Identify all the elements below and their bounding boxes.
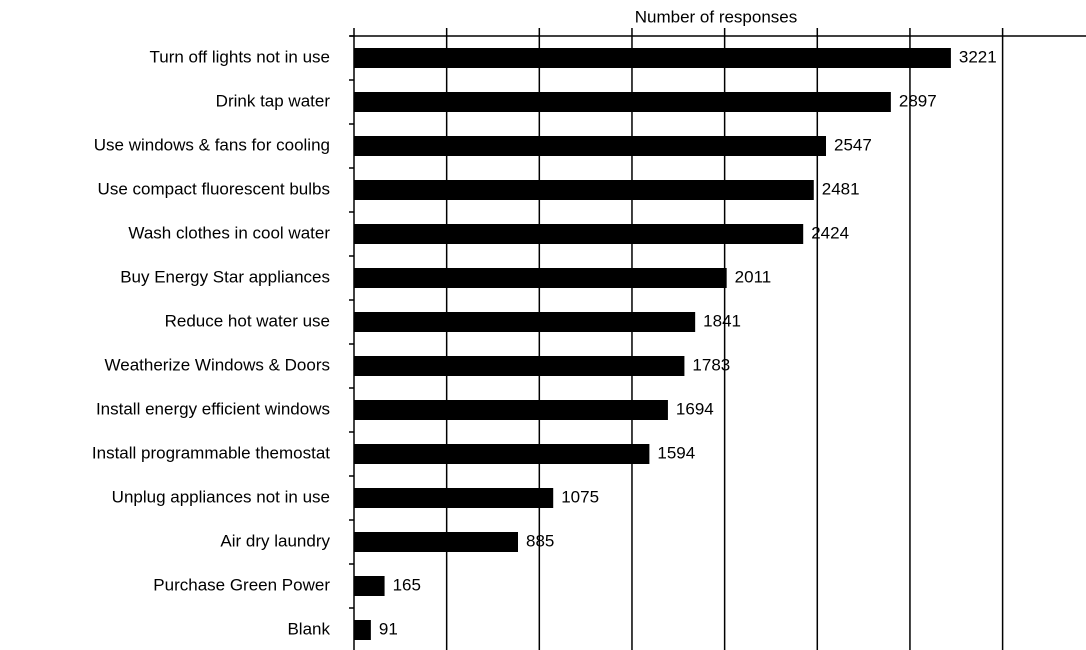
y-tick-label: Drink tap water — [216, 91, 331, 110]
value-label: 1594 — [657, 443, 695, 462]
y-tick-label: Buy Energy Star appliances — [120, 267, 330, 286]
y-tick-label: Install programmable themostat — [92, 443, 330, 462]
value-label: 1075 — [561, 487, 599, 506]
y-tick-label: Use windows & fans for cooling — [94, 135, 330, 154]
value-label: 2011 — [735, 267, 772, 286]
bar — [354, 576, 385, 596]
y-tick-label: Install energy efficient windows — [96, 399, 330, 418]
value-label: 2547 — [834, 135, 872, 154]
value-label: 2424 — [811, 223, 849, 242]
bar — [354, 180, 814, 200]
bar — [354, 136, 827, 156]
y-tick-label: Blank — [287, 619, 330, 638]
bar — [354, 48, 951, 68]
bar — [354, 224, 804, 244]
y-tick-label: Reduce hot water use — [165, 311, 330, 330]
bar — [354, 400, 668, 420]
bar — [354, 312, 696, 332]
y-tick-label: Use compact fluorescent bulbs — [98, 179, 330, 198]
y-tick-label: Weatherize Windows & Doors — [105, 355, 331, 374]
value-label: 2897 — [899, 91, 937, 110]
value-label: 2481 — [822, 179, 860, 198]
value-label: 3221 — [959, 47, 997, 66]
bar — [354, 444, 650, 464]
y-tick-label: Turn off lights not in use — [150, 47, 331, 66]
value-label: 91 — [379, 619, 398, 638]
y-tick-label: Purchase Green Power — [153, 575, 330, 594]
value-label: 885 — [526, 531, 554, 550]
value-label: 165 — [393, 575, 421, 594]
bar — [354, 488, 554, 508]
bar — [354, 268, 727, 288]
value-label: 1783 — [692, 355, 730, 374]
axis-label: Number of responses — [635, 7, 798, 26]
y-tick-label: Wash clothes in cool water — [128, 223, 330, 242]
bar — [354, 92, 891, 112]
bar — [354, 532, 519, 552]
bar — [354, 356, 685, 376]
bar — [354, 620, 371, 640]
y-tick-label: Air dry laundry — [220, 531, 330, 550]
value-label: 1694 — [676, 399, 714, 418]
value-label: 1841 — [703, 311, 741, 330]
y-tick-label: Unplug appliances not in use — [112, 487, 330, 506]
